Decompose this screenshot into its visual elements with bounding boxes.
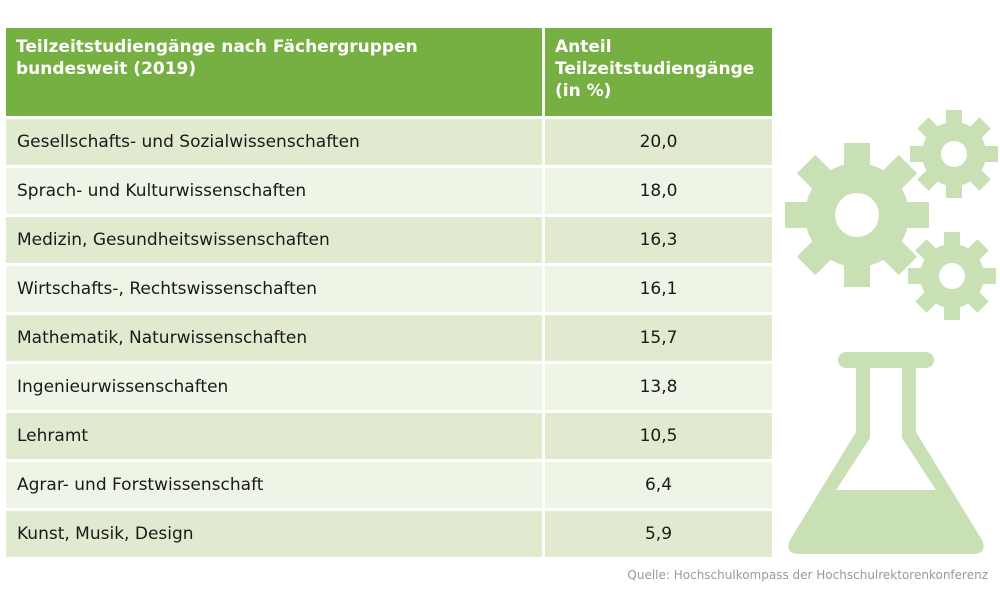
- table-row: Ingenieurwissenschaften 13,8: [6, 364, 772, 410]
- row-value: 16,3: [545, 217, 772, 263]
- row-field: Lehramt: [6, 413, 542, 459]
- row-field: Agrar- und Forstwissenschaft: [6, 462, 542, 508]
- table-row: Gesellschafts- und Sozialwissenschaften …: [6, 119, 772, 165]
- row-value: 6,4: [545, 462, 772, 508]
- flask-icon: [788, 352, 984, 554]
- header-field: Teilzeitstudiengänge nach Fächergruppen …: [16, 37, 418, 79]
- table-row: Sprach- und Kulturwissenschaften 18,0: [6, 168, 772, 214]
- row-field: Medizin, Gesundheitswissenschaften: [6, 217, 542, 263]
- table-header: Teilzeitstudiengänge nach Fächergruppen …: [6, 28, 772, 116]
- row-value: 10,5: [545, 413, 772, 459]
- table-row: Lehramt 10,5: [6, 413, 772, 459]
- table-row: Agrar- und Forstwissenschaft 6,4: [6, 462, 772, 508]
- row-field: Kunst, Musik, Design: [6, 511, 542, 557]
- row-value: 20,0: [545, 119, 772, 165]
- row-field: Ingenieurwissenschaften: [6, 364, 542, 410]
- table-row: Wirtschafts-, Rechtswissenschaften 16,1: [6, 266, 772, 312]
- data-table: Teilzeitstudiengänge nach Fächergruppen …: [6, 28, 772, 557]
- gear-icon: [785, 143, 929, 287]
- gear-icon: [908, 232, 996, 320]
- row-field: Wirtschafts-, Rechtswissenschaften: [6, 266, 542, 312]
- row-value: 16,1: [545, 266, 772, 312]
- gear-icon: [910, 110, 998, 198]
- table-row: Kunst, Musik, Design 5,9: [6, 511, 772, 557]
- header-share: Anteil Teilzeitstudiengänge (in %): [555, 37, 755, 101]
- row-value: 13,8: [545, 364, 772, 410]
- table-row: Medizin, Gesundheitswissenschaften 16,3: [6, 217, 772, 263]
- row-value: 18,0: [545, 168, 772, 214]
- table-row: Mathematik, Naturwissenschaften 15,7: [6, 315, 772, 361]
- row-value: 15,7: [545, 315, 772, 361]
- row-field: Mathematik, Naturwissenschaften: [6, 315, 542, 361]
- source-note: Quelle: Hochschulkompass der Hochschulre…: [627, 568, 988, 582]
- row-field: Gesellschafts- und Sozialwissenschaften: [6, 119, 542, 165]
- row-value: 5,9: [545, 511, 772, 557]
- row-field: Sprach- und Kulturwissenschaften: [6, 168, 542, 214]
